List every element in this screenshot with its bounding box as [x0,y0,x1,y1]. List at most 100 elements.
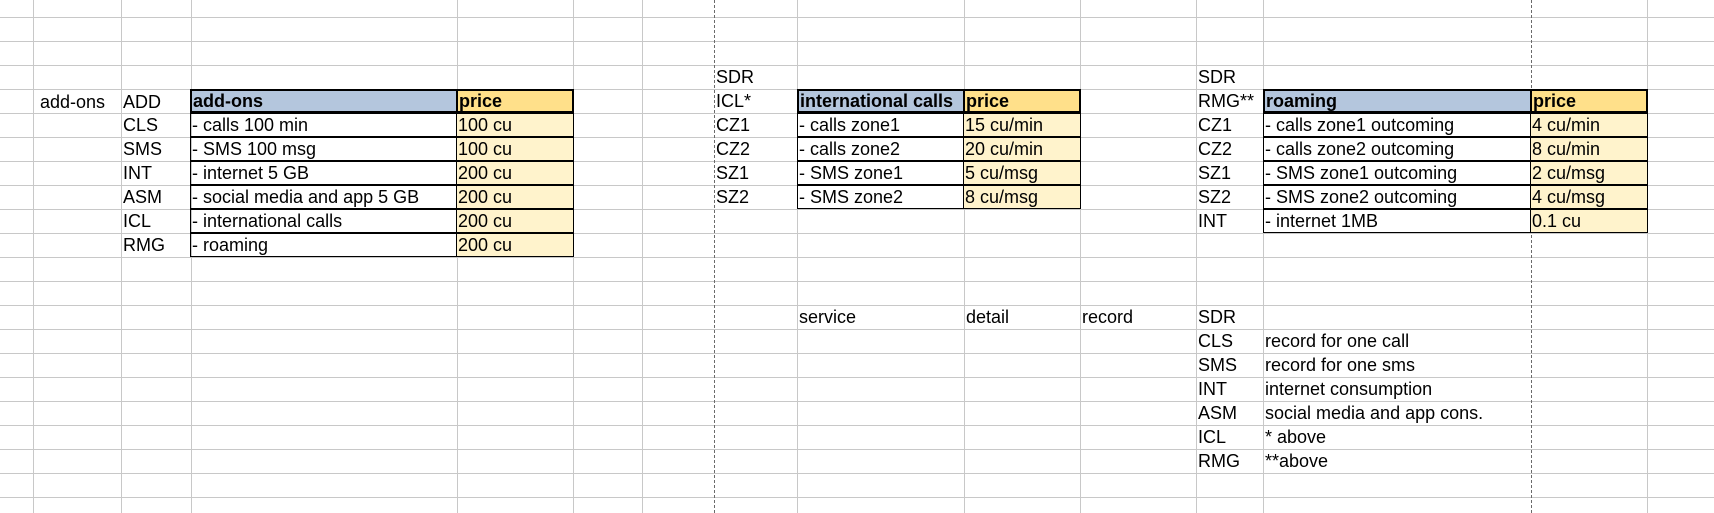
roaming-code[interactable]: SZ1 [1198,163,1232,183]
roaming-code[interactable]: CZ1 [1198,115,1233,135]
international-price[interactable]: 5 cu/msg [963,161,1081,185]
grid-column-line [1080,0,1081,513]
international-code[interactable]: SZ1 [716,163,750,183]
addons-item[interactable]: - international calls [190,209,458,233]
roaming-code[interactable]: CZ2 [1198,139,1233,159]
grid-row-line [0,329,1714,330]
addons-price[interactable]: 100 cu [456,113,574,137]
addons-code[interactable]: CLS [123,115,159,135]
roaming-price[interactable]: 0.1 cu [1530,209,1648,233]
grid-column-line [964,0,965,513]
grid-column-line [1263,0,1264,513]
roaming-code[interactable]: SZ2 [1198,187,1232,207]
international-code-header[interactable]: ICL* [716,91,752,111]
grid-column-line [33,0,34,513]
roaming-item[interactable]: - SMS zone2 outcoming [1263,185,1532,209]
roaming-code-header[interactable]: RMG** [1198,91,1255,111]
grid-row-line [0,41,1714,42]
addons-code[interactable]: INT [123,163,152,183]
addons-item[interactable]: - roaming [190,233,458,257]
roaming-item[interactable]: - SMS zone1 outcoming [1263,161,1532,185]
international-price-header[interactable]: price [963,89,1081,113]
grid-column-line [1196,0,1197,513]
addons-code[interactable]: RMG [123,235,165,255]
page-break-line [714,0,715,513]
international-header[interactable]: international calls [797,89,965,113]
legend-description[interactable]: * above [1265,427,1327,447]
legend-code[interactable]: ASM [1198,403,1238,423]
legend-record-label[interactable]: record [1082,307,1134,327]
roaming-price-header[interactable]: price [1530,89,1648,113]
addons-code[interactable]: ICL [123,211,152,231]
addons-code[interactable]: SMS [123,139,163,159]
roaming-item[interactable]: - calls zone2 outcoming [1263,137,1532,161]
international-price[interactable]: 8 cu/msg [963,185,1081,209]
legend-code[interactable]: RMG [1198,451,1240,471]
grid-row-line [0,281,1714,282]
roaming-price[interactable]: 4 cu/min [1530,113,1648,137]
grid-row-line [0,17,1714,18]
roaming-price[interactable]: 8 cu/min [1530,137,1648,161]
legend-code[interactable]: SMS [1198,355,1238,375]
international-code[interactable]: CZ2 [716,139,751,159]
grid-column-line [797,0,798,513]
legend-description[interactable]: social media and app cons. [1265,403,1484,423]
international-price[interactable]: 15 cu/min [963,113,1081,137]
legend-code[interactable]: ICL [1198,427,1227,447]
addons-price-header[interactable]: price [456,89,574,113]
international-item[interactable]: - SMS zone1 [797,161,965,185]
international-code[interactable]: SZ2 [716,187,750,207]
addons-code-header[interactable]: ADD [123,92,162,112]
grid-row-line [0,353,1714,354]
addons-side-label[interactable]: add-ons [40,92,106,112]
roaming-header[interactable]: roaming [1263,89,1532,113]
international-item[interactable]: - SMS zone2 [797,185,965,209]
page-break-line [1531,0,1532,513]
grid-row-line [0,449,1714,450]
addons-price[interactable]: 200 cu [456,233,574,257]
legend-description[interactable]: record for one call [1265,331,1410,351]
grid-column-line [121,0,122,513]
international-code[interactable]: CZ1 [716,115,751,135]
addons-item[interactable]: - SMS 100 msg [190,137,458,161]
addons-item[interactable]: - internet 5 GB [190,161,458,185]
roaming-price[interactable]: 4 cu/msg [1530,185,1648,209]
addons-item[interactable]: - social media and app 5 GB [190,185,458,209]
legend-sdr-label[interactable]: SDR [1198,307,1237,327]
addons-price[interactable]: 200 cu [456,209,574,233]
grid-column-line [642,0,643,513]
grid-row-line [0,233,1714,234]
legend-code[interactable]: INT [1198,379,1227,399]
grid-row-line [0,425,1714,426]
legend-service-label[interactable]: service [799,307,857,327]
legend-detail-label[interactable]: detail [966,307,1010,327]
roaming-sdr-label[interactable]: SDR [1198,67,1237,87]
international-item[interactable]: - calls zone2 [797,137,965,161]
grid-row-line [0,473,1714,474]
roaming-item[interactable]: - internet 1MB [1263,209,1532,233]
roaming-code[interactable]: INT [1198,211,1227,231]
grid-row-line [0,209,1714,210]
international-sdr-label[interactable]: SDR [716,67,755,87]
legend-code[interactable]: CLS [1198,331,1234,351]
international-price[interactable]: 20 cu/min [963,137,1081,161]
addons-item[interactable]: - calls 100 min [190,113,458,137]
grid-row-line [0,305,1714,306]
grid-row-line [0,257,1714,258]
grid-row-line [0,401,1714,402]
addons-price[interactable]: 200 cu [456,161,574,185]
addons-price[interactable]: 200 cu [456,185,574,209]
grid-row-line [0,497,1714,498]
addons-code[interactable]: ASM [123,187,163,207]
international-item[interactable]: - calls zone1 [797,113,965,137]
legend-description[interactable]: record for one sms [1265,355,1416,375]
legend-description[interactable]: **above [1265,451,1329,471]
roaming-price[interactable]: 2 cu/msg [1530,161,1648,185]
addons-price[interactable]: 100 cu [456,137,574,161]
addons-header[interactable]: add-ons [190,89,458,113]
grid-row-line [0,65,1714,66]
legend-description[interactable]: internet consumption [1265,379,1433,399]
roaming-item[interactable]: - calls zone1 outcoming [1263,113,1532,137]
grid-column-line [1647,0,1648,513]
grid-row-line [0,377,1714,378]
